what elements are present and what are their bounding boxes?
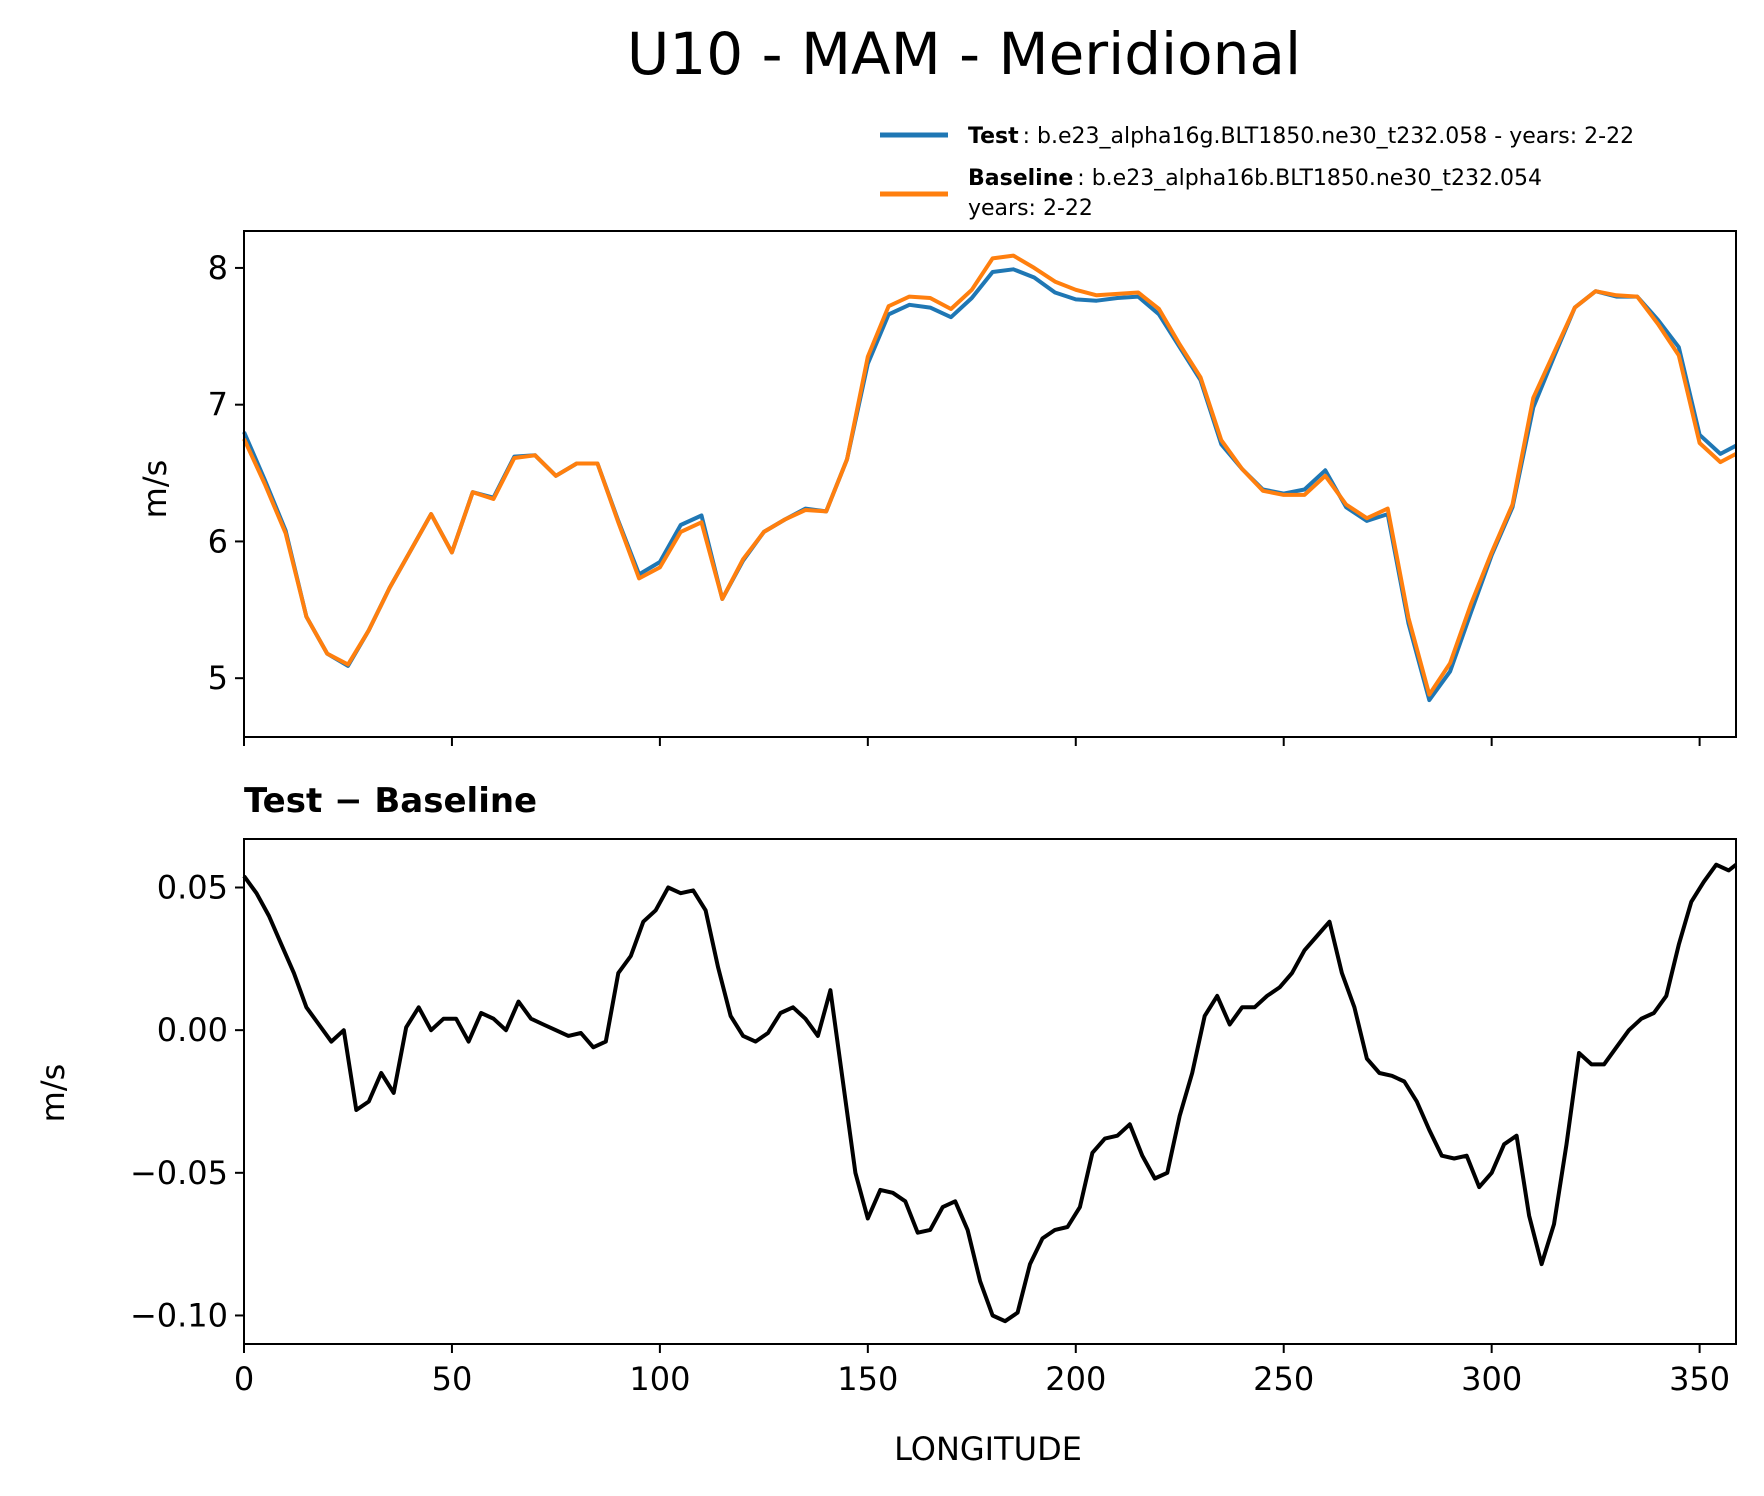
series-line-baseline	[242, 253, 1737, 697]
x-tick-label: 200	[1045, 1360, 1106, 1398]
y-tick-label: 7	[208, 386, 228, 424]
axes-frame	[243, 838, 1737, 1345]
axes-frame	[243, 230, 1737, 738]
bottom-xlabel: LONGITUDE	[894, 1430, 1082, 1468]
x-tick-label: 100	[629, 1360, 690, 1398]
x-tick-label: 250	[1253, 1360, 1314, 1398]
y-tick-label: 6	[208, 522, 228, 560]
legend-test-label: Test	[968, 124, 1019, 149]
x-tick-label: 350	[1669, 1360, 1730, 1398]
y-tick-label: 8	[208, 249, 228, 287]
legend-baseline-text-line2: years: 2-22	[968, 196, 1093, 221]
x-tick-label: 150	[837, 1360, 898, 1398]
x-tick-label: 0	[234, 1360, 254, 1398]
legend-baseline-label: Baseline	[968, 166, 1073, 191]
y-tick-label: 0.05	[157, 869, 228, 907]
legend-baseline-text: : b.e23_alpha16b.BLT1850.ne30_t232.054	[1077, 166, 1542, 191]
legend-test-text: : b.e23_alpha16g.BLT1850.ne30_t232.058 -…	[1023, 124, 1634, 149]
top-panel: 5 6 7 8	[208, 230, 1737, 746]
x-tick-label: 50	[432, 1360, 473, 1398]
y-tick-label: 5	[208, 659, 228, 697]
series-line-test-baseline	[242, 862, 1738, 1324]
x-tick-label: 300	[1461, 1360, 1522, 1398]
bottom-panel: 0.05 0.00 −0.05 −0.100 50 100 150 200 250 300 350	[130, 838, 1738, 1398]
bottom-ylabel: m/s	[34, 1064, 72, 1123]
legend: Test: b.e23_alpha16g.BLT1850.ne30_t232.0…	[880, 124, 1634, 221]
bottom-panel-title: Test − Baseline	[244, 781, 537, 821]
series-line-test	[242, 267, 1737, 703]
svg-text:Baseline: b.e23_alpha16b.BLT18: Baseline: b.e23_alpha16b.BLT1850.ne30_t2…	[968, 166, 1542, 191]
svg-text:Test: b.e23_alpha16g.BLT1850.n: Test: b.e23_alpha16g.BLT1850.ne30_t232.0…	[968, 124, 1634, 149]
top-ylabel: m/s	[136, 460, 174, 519]
y-tick-label: 0.00	[157, 1011, 228, 1049]
y-tick-label: −0.10	[130, 1296, 228, 1334]
figure-title: U10 - MAM - Meridional	[627, 20, 1301, 88]
y-tick-label: −0.05	[130, 1154, 228, 1192]
